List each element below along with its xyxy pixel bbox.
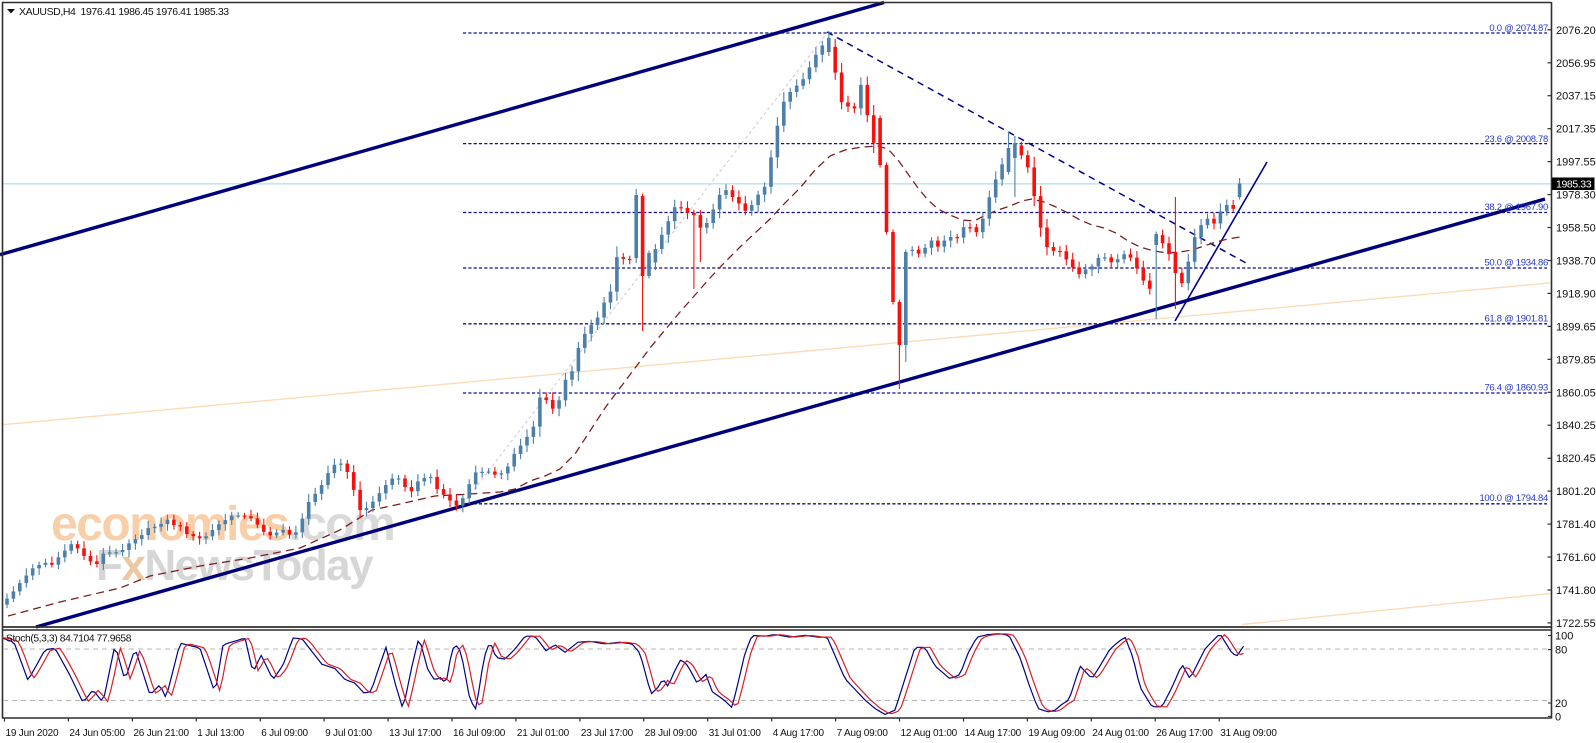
svg-text:1722.55: 1722.55 (1556, 618, 1596, 630)
svg-text:0.0 @ 2074.87: 0.0 @ 2074.87 (1489, 23, 1548, 34)
svg-text:1938.70: 1938.70 (1556, 256, 1596, 268)
svg-text:2037.15: 2037.15 (1556, 91, 1596, 103)
svg-text:XAUUSD,H4 1976.41 1986.45 197: XAUUSD,H4 1976.41 1986.45 1976.41 1985.3… (19, 6, 229, 18)
svg-text:14 Aug 17:00: 14 Aug 17:00 (965, 728, 1022, 739)
svg-text:2017.35: 2017.35 (1556, 124, 1596, 136)
svg-text:21 Jul 01:00: 21 Jul 01:00 (517, 728, 570, 739)
svg-text:2076.20: 2076.20 (1556, 25, 1596, 37)
svg-text:31 Jul 01:00: 31 Jul 01:00 (709, 728, 762, 739)
svg-text:26 Jun 21:00: 26 Jun 21:00 (133, 728, 189, 739)
svg-text:12 Aug 01:00: 12 Aug 01:00 (901, 728, 958, 739)
svg-text:1978.30: 1978.30 (1556, 190, 1596, 202)
svg-text:61.8 @ 1901.81: 61.8 @ 1901.81 (1484, 314, 1548, 325)
svg-text:31 Aug 09:00: 31 Aug 09:00 (1220, 728, 1277, 739)
svg-text:1 Jul 13:00: 1 Jul 13:00 (197, 728, 244, 739)
svg-text:2056.95: 2056.95 (1556, 58, 1596, 70)
svg-text:20: 20 (1555, 698, 1567, 710)
svg-text:100.0 @ 1794.84: 100.0 @ 1794.84 (1479, 493, 1548, 504)
svg-text:1997.55: 1997.55 (1556, 157, 1596, 169)
svg-text:1918.90: 1918.90 (1556, 288, 1596, 300)
svg-text:19 Jun 2020: 19 Jun 2020 (6, 728, 59, 739)
svg-text:28 Jul 09:00: 28 Jul 09:00 (645, 728, 698, 739)
svg-text:100: 100 (1555, 631, 1573, 643)
svg-text:1741.80: 1741.80 (1556, 585, 1596, 597)
svg-text:24 Jun 05:00: 24 Jun 05:00 (69, 728, 125, 739)
svg-text:19 Aug 09:00: 19 Aug 09:00 (1028, 728, 1085, 739)
svg-text:0: 0 (1555, 711, 1561, 723)
svg-text:economies.com: economies.com (51, 498, 394, 551)
svg-text:6 Jul 09:00: 6 Jul 09:00 (261, 728, 308, 739)
svg-text:50.0 @ 1934.86: 50.0 @ 1934.86 (1484, 258, 1548, 269)
svg-text:13 Jul 17:00: 13 Jul 17:00 (389, 728, 442, 739)
svg-text:38.2 @ 1967.90: 38.2 @ 1967.90 (1484, 202, 1548, 213)
svg-text:1860.05: 1860.05 (1556, 387, 1596, 399)
svg-text:1820.45: 1820.45 (1556, 453, 1596, 465)
svg-text:Stoch(5,3,3) 84.7104 77.9658: Stoch(5,3,3) 84.7104 77.9658 (6, 634, 132, 645)
svg-text:1840.25: 1840.25 (1556, 420, 1596, 432)
svg-text:1985.33: 1985.33 (1556, 179, 1592, 191)
svg-text:1899.65: 1899.65 (1556, 321, 1596, 333)
svg-text:1879.85: 1879.85 (1556, 354, 1596, 366)
svg-text:23 Jul 17:00: 23 Jul 17:00 (581, 728, 634, 739)
svg-text:1761.60: 1761.60 (1556, 552, 1596, 564)
svg-text:80: 80 (1555, 645, 1567, 657)
svg-text:1958.50: 1958.50 (1556, 223, 1596, 235)
svg-text:23.6 @ 2008.78: 23.6 @ 2008.78 (1484, 134, 1548, 145)
svg-text:FxNewsToday: FxNewsToday (96, 541, 374, 590)
svg-text:24 Aug 01:00: 24 Aug 01:00 (1092, 728, 1149, 739)
svg-text:26 Aug 17:00: 26 Aug 17:00 (1156, 728, 1213, 739)
svg-text:1801.20: 1801.20 (1556, 486, 1596, 498)
svg-text:9 Jul 01:00: 9 Jul 01:00 (325, 728, 372, 739)
svg-text:16 Jul 09:00: 16 Jul 09:00 (453, 728, 506, 739)
svg-text:7 Aug 09:00: 7 Aug 09:00 (837, 728, 889, 739)
svg-text:1781.40: 1781.40 (1556, 519, 1596, 531)
svg-text:76.4 @ 1860.93: 76.4 @ 1860.93 (1484, 383, 1548, 394)
svg-text:4 Aug 17:00: 4 Aug 17:00 (773, 728, 825, 739)
